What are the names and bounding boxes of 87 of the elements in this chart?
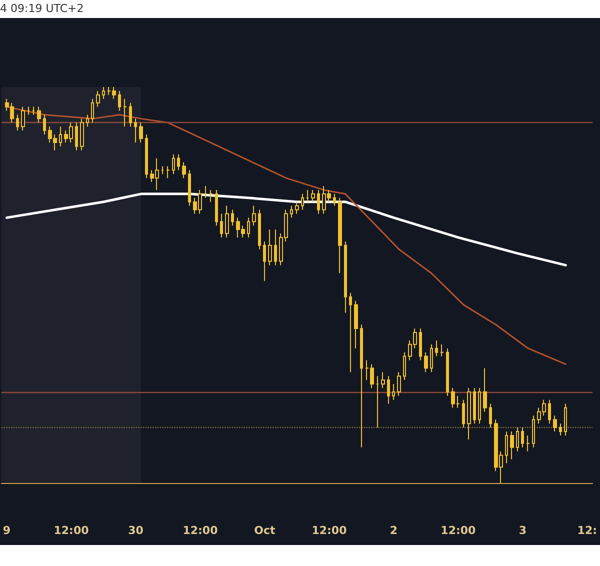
candlestick [430,344,433,373]
candlestick [220,213,223,238]
candlestick [338,197,342,274]
candlestick [489,403,492,428]
candlestick [349,292,352,373]
candlestick [96,90,100,108]
candlestick [381,372,385,388]
candlestick [166,166,170,179]
candlestick [446,348,449,396]
x-tick-label: 9 [2,524,11,537]
candlestick [532,415,535,448]
candlestick [516,427,519,452]
candlestick [483,368,487,412]
candlestick [424,352,428,373]
candlestick [139,122,143,143]
candlestick [215,189,218,226]
candlestick [80,118,84,151]
candlestick [123,98,127,128]
candlestick [258,209,261,250]
candlestick [387,376,390,404]
candlestick [301,193,304,210]
candlestick [145,134,148,179]
x-tick-label: 3 [518,524,526,537]
candlestick [526,434,530,452]
candlestick [188,170,191,206]
candlestick [274,229,277,266]
candlestick [505,431,508,464]
candlestick [392,384,395,400]
candlestick [118,90,121,112]
candlestick [333,193,336,206]
candlestick [564,403,567,436]
candlestick [311,189,315,202]
candlestick [21,106,25,132]
candlestick [27,106,30,116]
candlestick [559,423,562,436]
candlestick [209,189,213,202]
candlestick [172,154,175,175]
x-tick-label: 12:00 [440,524,476,537]
candlestick [43,114,46,136]
candlestick [403,352,406,381]
x-tick-label: 30 [128,524,144,537]
candlestick [225,205,229,238]
candlestick [510,431,514,460]
candlestick [134,118,137,143]
candlestick [397,372,401,396]
candlestick [247,217,250,238]
candlestick [419,328,422,361]
candlestick [467,387,471,440]
candlestick [376,376,379,428]
candlestick [182,162,186,179]
candlestick [435,340,438,357]
candlestick [263,240,266,282]
candlestick [91,98,94,124]
candlestick [553,415,557,432]
candlestick [231,209,234,226]
candlestick [478,387,481,424]
x-tick-label: 2 [390,524,398,537]
candlestick [306,189,309,202]
candlestick [59,126,62,147]
candlestick [317,189,320,214]
candlestick [295,201,299,214]
candlestick [204,186,207,198]
candlestick [252,205,256,226]
candlestick [177,154,180,171]
x-tick-label: 12:00 [312,524,348,537]
x-tick-label: 12: [577,524,598,537]
candlestick [268,229,272,266]
candlestick [16,114,19,132]
candlestick [37,106,41,124]
candlestick [129,102,132,128]
candlestick [75,122,78,151]
candlestick [290,205,293,218]
candlestick [354,300,358,349]
candlestick [440,344,444,357]
x-tick-label: 12:00 [182,524,218,537]
x-tick-label: 12:00 [54,524,90,537]
candlestick [344,240,347,314]
x-tick-label: Oct [254,524,276,537]
candlestick [462,399,465,428]
candlestick [161,166,164,175]
candlestick [32,106,35,116]
candlestick [521,427,524,448]
candlestick [360,324,363,448]
text: 4 09:19 UTC+2 [0,2,84,15]
candlestick [473,387,476,424]
candlestick [86,114,89,128]
candlestick [548,399,551,424]
